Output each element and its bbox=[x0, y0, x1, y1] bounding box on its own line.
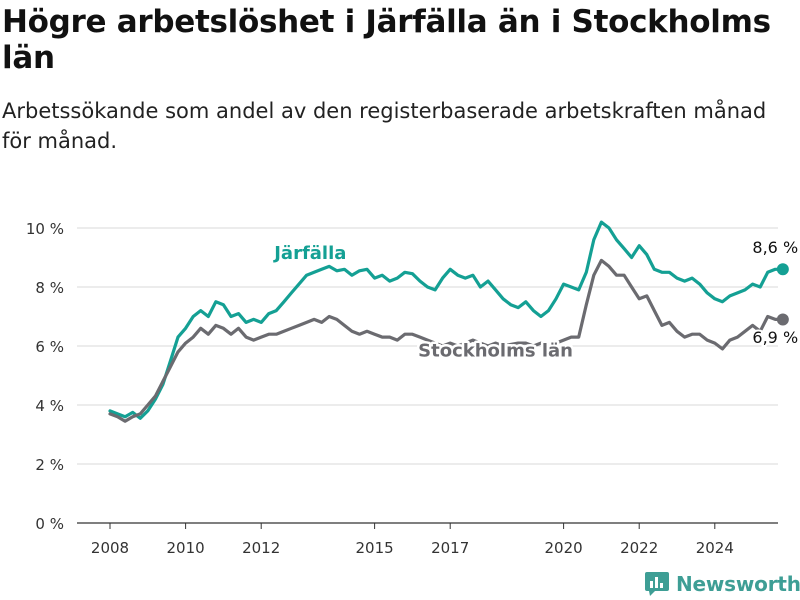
x-tick-label: 2012 bbox=[242, 539, 280, 557]
x-tick-label: 2015 bbox=[356, 539, 394, 557]
brand-name: Newsworthy bbox=[676, 572, 800, 596]
x-tick-label: 2020 bbox=[545, 539, 583, 557]
series-name-jarfalla: Järfälla bbox=[272, 243, 346, 264]
x-tick-label: 2017 bbox=[431, 539, 469, 557]
series-line-stockholm bbox=[108, 258, 785, 423]
end-label-jarfalla: 8,6 % bbox=[752, 238, 798, 257]
end-label-stockholm: 6,9 % bbox=[752, 328, 798, 347]
brand-logo: Newsworthy bbox=[644, 568, 800, 600]
series-name-stockholm: Stockholms län bbox=[418, 340, 573, 361]
end-point-jarfalla bbox=[776, 263, 789, 276]
series-line-jarfalla bbox=[108, 220, 785, 420]
series-lines bbox=[108, 220, 789, 423]
y-tick-label: 4 % bbox=[35, 397, 64, 415]
newsworthy-logo-icon bbox=[645, 572, 669, 596]
x-tick-label: 2022 bbox=[620, 539, 658, 557]
gridlines bbox=[77, 227, 778, 524]
y-tick-label: 2 % bbox=[35, 456, 64, 474]
x-tick-label: 2010 bbox=[167, 539, 205, 557]
y-tick-label: 6 % bbox=[35, 338, 64, 356]
end-point-stockholm bbox=[776, 313, 789, 326]
series-labels: Järfälla Stockholms län 8,6 % 6,9 % bbox=[270, 236, 800, 364]
x-axis-ticks: 2008 2010 2012 2015 2017 2020 2022 2024 bbox=[91, 523, 734, 557]
chart-title: Högre arbetslöshet i Järfälla än i Stock… bbox=[2, 4, 771, 76]
y-tick-label: 8 % bbox=[35, 279, 64, 297]
y-tick-label: 10 % bbox=[26, 220, 64, 238]
x-tick-label: 2024 bbox=[696, 539, 734, 557]
y-tick-label: 0 % bbox=[35, 515, 64, 533]
chart-subtitle: Arbetssökande som andel av den registerb… bbox=[2, 99, 767, 153]
x-tick-label: 2008 bbox=[91, 539, 129, 557]
y-axis-ticks: 0 % 2 % 4 % 6 % 8 % 10 % bbox=[26, 220, 64, 533]
